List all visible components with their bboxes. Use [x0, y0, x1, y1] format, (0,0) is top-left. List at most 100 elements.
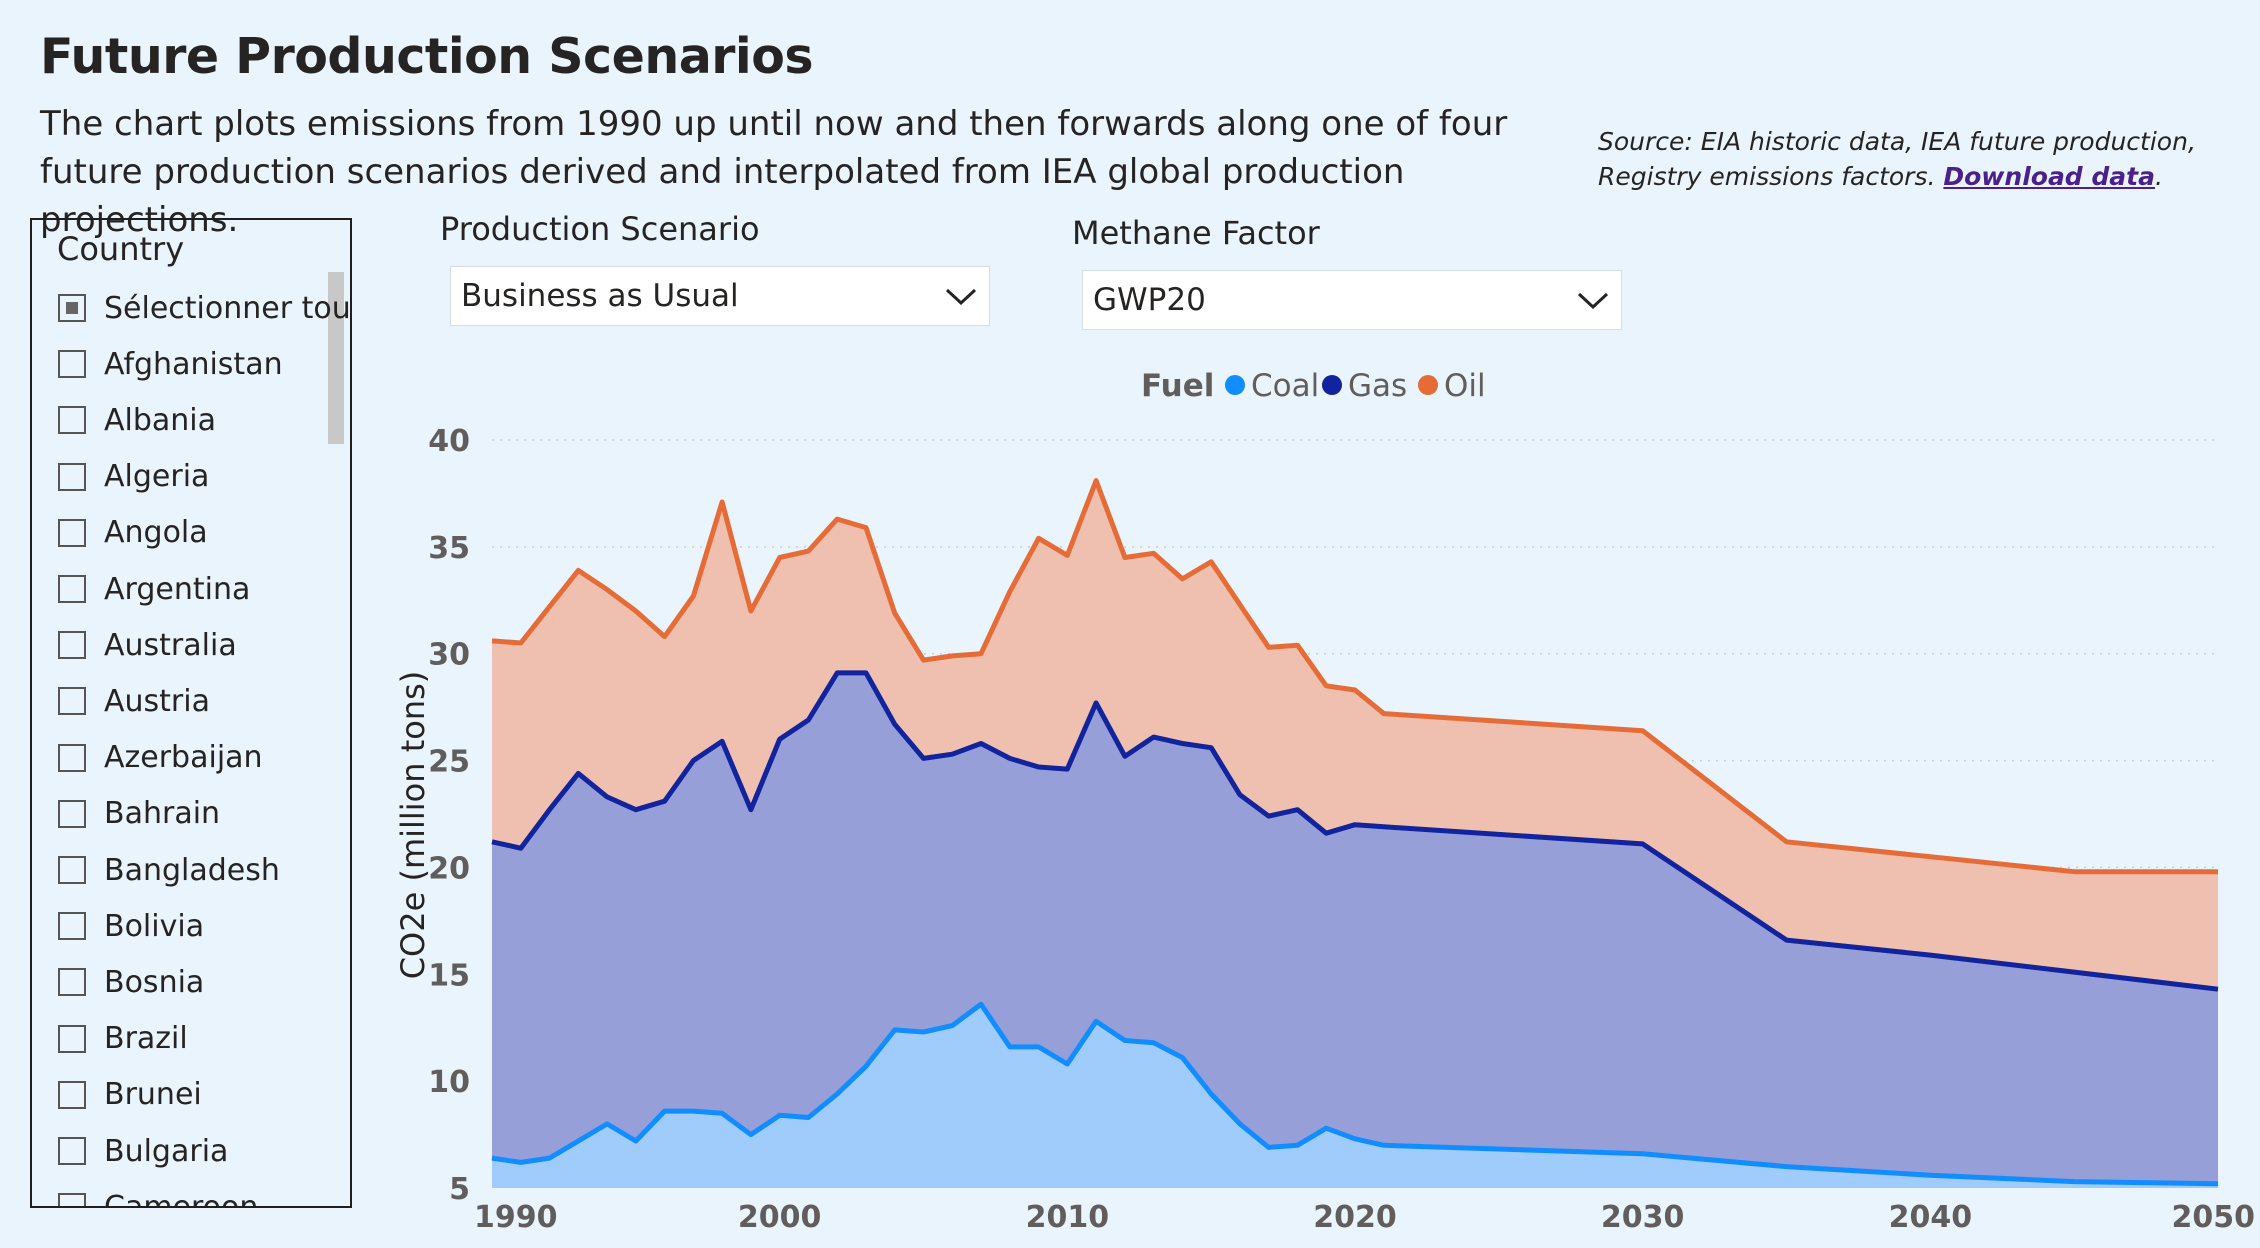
- slicer-item[interactable]: Sélectionner tout: [58, 286, 352, 330]
- slicer-item[interactable]: Algeria: [58, 455, 209, 499]
- checkbox[interactable]: [58, 294, 86, 322]
- checkbox[interactable]: [58, 968, 86, 997]
- slicer-item[interactable]: Afghanistan: [58, 342, 283, 386]
- production-scenario-dropdown[interactable]: Business as Usual: [450, 266, 990, 326]
- legend-marker-oil: [1418, 375, 1438, 395]
- chevron-down-icon: [945, 288, 977, 306]
- slicer-item-label: Cameroon: [104, 1189, 259, 1208]
- country-slicer: Country Sélectionner tout Afghanistan Alba…: [30, 218, 352, 1208]
- slicer-item-label: Bangladesh: [104, 852, 280, 888]
- legend-label-gas: Gas: [1348, 368, 1407, 404]
- checkbox[interactable]: [58, 1193, 86, 1206]
- slicer-item-label: Angola: [104, 515, 208, 551]
- legend-marker-coal: [1225, 375, 1245, 395]
- slicer-item[interactable]: Bangladesh: [58, 848, 280, 892]
- download-data-link[interactable]: Download data: [1943, 162, 2155, 191]
- series-line-oil: [491, 478, 2218, 875]
- checkbox[interactable]: [58, 1024, 86, 1053]
- legend-title: Fuel: [1141, 368, 1214, 404]
- legend-label-oil: Oil: [1444, 368, 1486, 404]
- slicer-item-label: Argentina: [104, 571, 251, 607]
- slicer-item[interactable]: Austria: [58, 679, 210, 723]
- y-axis: 5 10 15 20 25 30 35 40: [428, 424, 470, 1207]
- slicer-item-label: Algeria: [104, 459, 210, 495]
- y-tick-label: 25: [428, 745, 470, 780]
- slicer-item-label: Afghanistan: [104, 346, 283, 382]
- chart-areas: [492, 480, 2218, 1189]
- checkbox[interactable]: [58, 856, 86, 884]
- chart-legend: Fuel Coal Gas Oil: [1141, 368, 1486, 404]
- checkbox[interactable]: [58, 1137, 86, 1165]
- source-note: Source: EIA historic data, IEA future pr…: [1598, 124, 2248, 194]
- chart-lines: [491, 478, 2219, 1187]
- checkbox[interactable]: [58, 462, 86, 491]
- y-tick-label: 35: [428, 531, 470, 566]
- slicer-item[interactable]: Bulgaria: [58, 1129, 228, 1173]
- methane-factor-value: GWP20: [1093, 282, 1206, 318]
- legend-label-coal: Coal: [1251, 368, 1319, 404]
- slicer-item[interactable]: Azerbaijan: [58, 736, 263, 780]
- x-tick-label: 2000: [738, 1200, 822, 1235]
- slicer-item-label: Australia: [104, 627, 237, 663]
- slicer-item[interactable]: Argentina: [58, 567, 250, 611]
- page-title: Future Production Scenarios: [40, 28, 814, 85]
- y-tick-label: 5: [449, 1172, 470, 1207]
- x-tick-label: 2010: [1026, 1200, 1110, 1235]
- checkbox[interactable]: [58, 912, 86, 941]
- y-tick-label: 40: [428, 424, 470, 459]
- x-axis: 1990 2000 2010 2020 2030 2040 2050: [474, 1200, 2255, 1235]
- slicer-item-label: Albania: [104, 402, 217, 438]
- y-tick-label: 15: [428, 958, 470, 993]
- slicer-item[interactable]: Cameroon: [58, 1185, 259, 1208]
- series-line-coal: [491, 1001, 2219, 1187]
- chevron-down-icon: [1577, 292, 1609, 310]
- slicer-item[interactable]: Brunei: [58, 1073, 202, 1117]
- page-description: The chart plots emissions from 1990 up u…: [40, 104, 1508, 240]
- production-scenario-label: Production Scenario: [440, 210, 760, 248]
- slicer-item[interactable]: Bolivia: [58, 904, 204, 948]
- slicer-item-label: Bahrain: [104, 796, 221, 832]
- slicer-item-label: Bulgaria: [104, 1133, 229, 1169]
- slicer-item[interactable]: Bosnia: [58, 960, 204, 1004]
- slicer-item-label: Sélectionner tout: [104, 290, 352, 326]
- source-text: Source: EIA historic data, IEA future pr…: [1598, 127, 2196, 191]
- checkbox[interactable]: [58, 743, 86, 772]
- checkbox[interactable]: [58, 687, 86, 716]
- legend-marker-gas: [1322, 375, 1342, 395]
- slicer-scrollbar[interactable]: [328, 272, 344, 444]
- y-tick-label: 30: [428, 638, 470, 673]
- source-end: .: [2155, 162, 2163, 191]
- slicer-title: Country: [57, 230, 185, 268]
- area-coal: [492, 1004, 2218, 1188]
- slicer-item[interactable]: Angola: [58, 511, 208, 555]
- x-tick-label: 2030: [1601, 1200, 1685, 1235]
- slicer-item[interactable]: Australia: [58, 623, 237, 667]
- slicer-item[interactable]: Bahrain: [58, 792, 220, 836]
- slicer-item[interactable]: Albania: [58, 398, 216, 442]
- methane-factor-label: Methane Factor: [1072, 214, 1320, 252]
- checkbox[interactable]: [58, 406, 86, 435]
- slicer-item-label: Brazil: [104, 1021, 188, 1057]
- slicer-item-label: Austria: [104, 683, 210, 719]
- checkbox[interactable]: [58, 575, 86, 603]
- production-scenario-value: Business as Usual: [461, 278, 739, 314]
- series-line-gas: [491, 670, 2219, 992]
- y-tick-label: 10: [428, 1065, 470, 1100]
- checkbox[interactable]: [58, 518, 86, 547]
- checkbox[interactable]: [58, 631, 86, 660]
- slicer-item-label: Bolivia: [104, 908, 205, 944]
- slicer-item[interactable]: Brazil: [58, 1017, 188, 1061]
- x-tick-label: 1990: [474, 1200, 558, 1235]
- x-tick-label: 2020: [1313, 1200, 1397, 1235]
- slicer-item-label: Azerbaijan: [104, 740, 263, 776]
- checkbox[interactable]: [58, 799, 86, 828]
- slicer-item-label: Bosnia: [104, 964, 205, 1000]
- x-tick-label: 2050: [2172, 1200, 2256, 1235]
- y-axis-label: CO2e (million tons): [394, 671, 432, 980]
- methane-factor-dropdown[interactable]: GWP20: [1082, 270, 1622, 330]
- checkbox[interactable]: [58, 1080, 86, 1109]
- y-tick-label: 20: [428, 851, 470, 886]
- x-tick-label: 2040: [1889, 1200, 1973, 1235]
- checkbox[interactable]: [58, 350, 86, 379]
